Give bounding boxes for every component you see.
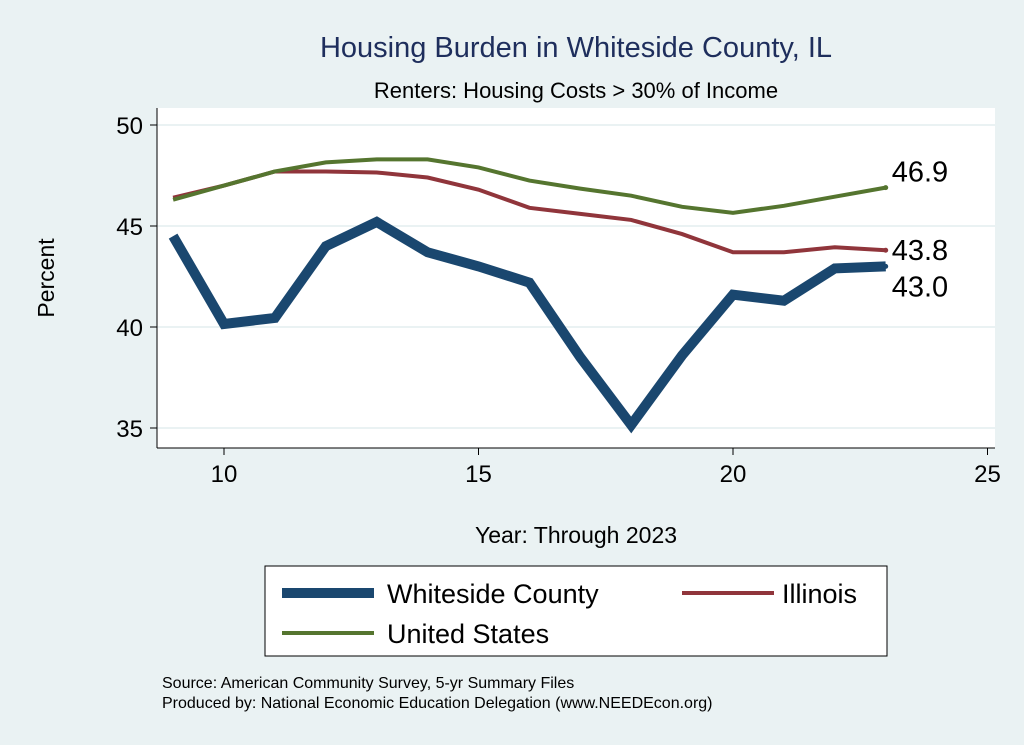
x-tick-label: 15: [465, 461, 492, 488]
y-axis-label: Percent: [33, 238, 59, 318]
end-label: 43.8: [892, 235, 948, 267]
y-tick-label: 50: [116, 113, 143, 140]
chart-title: Housing Burden in Whiteside County, IL: [320, 32, 832, 64]
plot-area: [157, 108, 995, 448]
legend-label: United States: [387, 619, 549, 649]
chart-subtitle: Renters: Housing Costs > 30% of Income: [374, 78, 778, 103]
y-tick-label: 45: [116, 214, 143, 241]
series-line-whiteside-county: [168, 216, 886, 434]
end-marker: [883, 263, 889, 269]
series-line-illinois: [172, 169, 886, 255]
source-note: Source: American Community Survey, 5-yr …: [162, 675, 574, 692]
y-tick-label: 40: [116, 315, 143, 342]
end-label: 46.9: [892, 157, 948, 189]
x-tick-label: 20: [720, 461, 747, 488]
producer-note: Produced by: National Economic Education…: [162, 695, 713, 712]
legend: [264, 565, 888, 657]
x-tick-label: 10: [211, 461, 238, 488]
legend-label: Whiteside County: [387, 579, 599, 609]
x-axis-label: Year: Through 2023: [475, 522, 677, 548]
x-tick-label: 25: [974, 461, 1001, 488]
end-label: 43.0: [892, 271, 948, 303]
end-marker: [883, 247, 889, 253]
legend-label: Illinois: [782, 579, 857, 609]
end-marker: [883, 185, 889, 191]
y-tick-label: 35: [116, 416, 143, 443]
series-line-united-states: [172, 157, 887, 215]
